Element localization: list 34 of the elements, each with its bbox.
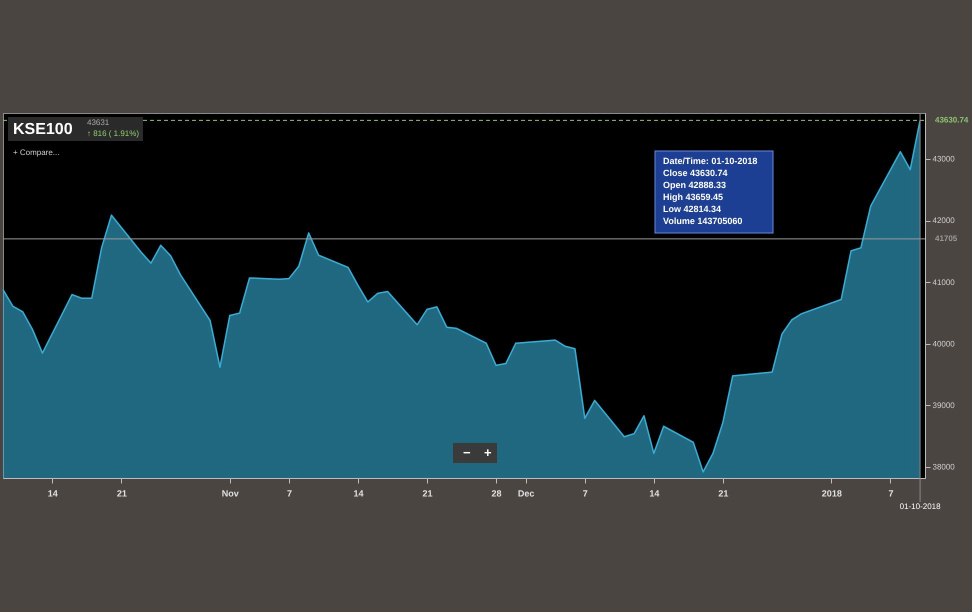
annotation: − [463,445,471,460]
y-tick-label: 42000 [932,216,956,226]
annotation: Close 43630.74 [663,168,728,178]
x-tick-label: 21 [718,488,728,498]
x-tick-label: 7 [582,488,588,498]
x-tick-label: 14 [48,488,58,498]
annotation: Open 42888.33 [663,180,726,190]
x-tick-label: 2018 [822,488,842,498]
x-tick-label: Nov [222,488,239,498]
x-tick-label: Dec [518,488,534,498]
y-tick-label: 43000 [932,154,956,164]
x-tick-label: 21 [116,488,127,498]
y-tick-label: 39000 [932,400,956,410]
y-tick-label: 40000 [932,339,956,348]
annotation: Low 42814.34 [663,204,722,214]
x-tick-label: 7 [888,488,894,498]
x-tick-label: 14 [353,488,364,498]
text: KSE100 [13,121,73,138]
annotation: ↑ 816 ( 1.91%) [87,129,140,138]
annotation: + [484,445,492,460]
x-tick-label: 14 [649,488,660,498]
ref-line-label: 41705 [935,234,958,243]
y-tick-label: 41000 [932,278,956,287]
ref-line-label: 43630.74 [935,115,969,124]
annotation: 43631 [87,118,110,127]
x-tick-label: 7 [286,488,292,498]
x-tick-label: 28 [492,488,502,498]
annotation: + Compare... [13,148,60,157]
annotation: Volume 143705060 [663,216,742,226]
annotation: High 43659.45 [663,192,724,202]
x-tick-label: 21 [422,488,433,498]
annotation: Date/Time: 01-10-2018 [663,156,758,166]
ref-line-label: 01-10-2018 [900,502,942,511]
y-tick-label: 38000 [932,462,956,472]
